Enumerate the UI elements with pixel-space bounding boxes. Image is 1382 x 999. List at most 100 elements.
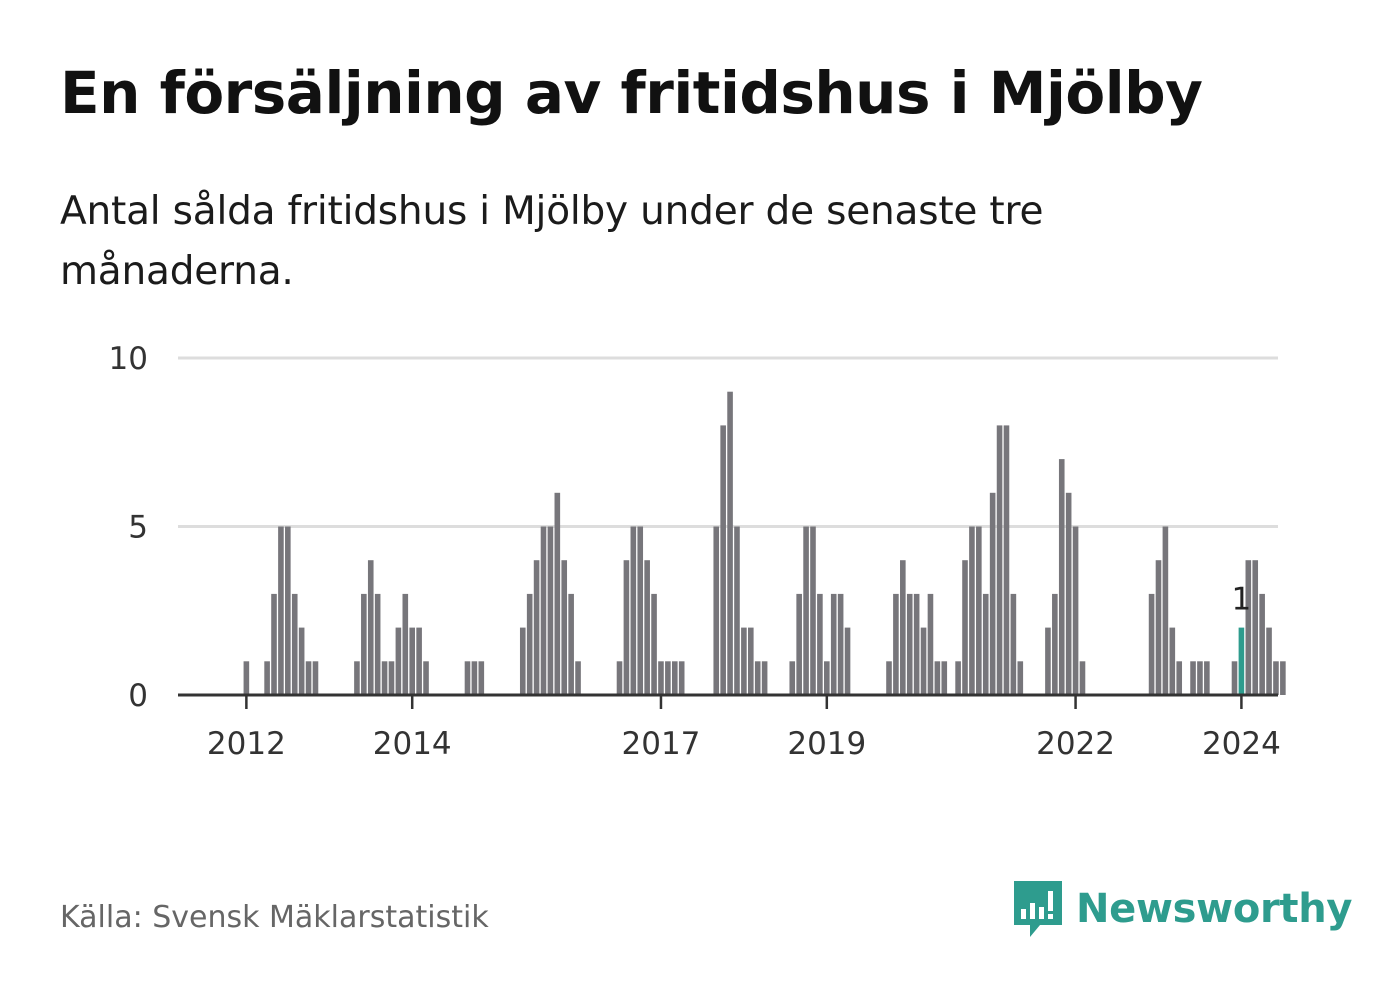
bar (271, 593, 277, 695)
highlight-value-label: 1 (1232, 582, 1252, 618)
logo-text: Newsworthy (1076, 886, 1353, 932)
bar (678, 661, 685, 695)
bar (982, 593, 989, 695)
bar (837, 593, 844, 695)
y-tick-label: 10 (109, 341, 148, 377)
x-tick-label: 2017 (622, 726, 701, 762)
bar (416, 627, 422, 695)
bar (1079, 661, 1086, 695)
bar (1176, 661, 1183, 695)
bar (1072, 526, 1079, 695)
x-tick-label: 2024 (1202, 726, 1281, 762)
bar (796, 593, 802, 695)
bar (471, 661, 478, 695)
bar-chart-speech-bubble-icon (1014, 881, 1062, 937)
bar (1065, 492, 1072, 695)
bar (568, 593, 574, 695)
bar (927, 593, 934, 695)
bar (361, 593, 367, 695)
bar (305, 661, 312, 695)
bar (900, 560, 906, 695)
bar (1259, 593, 1265, 695)
bar (934, 661, 941, 695)
bar (713, 526, 720, 695)
bar (748, 627, 754, 695)
bar (374, 593, 381, 695)
bar (554, 492, 561, 695)
x-tick-label: 2022 (1036, 726, 1115, 762)
bar (291, 593, 298, 695)
bar (734, 526, 740, 695)
bar (817, 593, 823, 695)
bar (285, 526, 291, 695)
bar (264, 661, 270, 695)
bar (526, 593, 533, 695)
bar (810, 526, 816, 695)
x-tick-label: 2012 (207, 726, 286, 762)
bar (644, 560, 650, 695)
bar (1148, 593, 1155, 695)
bar (665, 661, 671, 695)
bar (1052, 593, 1058, 695)
bar (941, 661, 948, 695)
newsworthy-logo: Newsworthy (1010, 879, 1353, 939)
bar (637, 526, 644, 695)
bar (761, 661, 768, 695)
bar (409, 627, 416, 695)
bar (651, 593, 657, 695)
bar (989, 492, 996, 695)
bar (575, 661, 581, 695)
bar (547, 526, 554, 695)
bar (1280, 661, 1286, 695)
bar (955, 661, 961, 695)
bar (243, 661, 250, 695)
bar (395, 627, 402, 695)
bar (830, 593, 837, 695)
bar (381, 661, 388, 695)
bar (630, 526, 637, 695)
bar (906, 593, 913, 695)
bar (402, 593, 409, 695)
bar (1252, 560, 1259, 695)
bar (1204, 661, 1210, 695)
bar (913, 593, 920, 695)
bar (1245, 560, 1252, 695)
bar (540, 526, 547, 695)
bar (754, 661, 761, 695)
bar (1273, 661, 1279, 695)
bar (1231, 661, 1238, 695)
bar (976, 526, 982, 695)
bar (312, 661, 319, 695)
bar (886, 661, 892, 695)
bar (423, 661, 429, 695)
bar (1266, 627, 1272, 695)
highlight-bar (1238, 627, 1245, 695)
bar (803, 526, 809, 695)
bar (388, 661, 395, 695)
bar (996, 425, 1003, 695)
y-tick-label: 0 (128, 678, 148, 714)
bar (920, 627, 927, 695)
bar (1003, 425, 1010, 695)
x-tick-label: 2019 (787, 726, 866, 762)
data-labels: 1 (1232, 582, 1252, 618)
bar (478, 661, 485, 695)
bar (741, 627, 747, 695)
bar (720, 425, 726, 695)
bar (623, 560, 630, 695)
bar (354, 661, 360, 695)
bar (1169, 627, 1176, 695)
bar (367, 560, 374, 695)
bar (1017, 661, 1024, 695)
bar (727, 391, 733, 695)
bar (519, 627, 526, 695)
bar (1162, 526, 1169, 695)
page-title: En försäljning av fritidshus i Mjölby (60, 59, 1203, 127)
bar (464, 661, 471, 695)
y-tick-label: 5 (128, 510, 148, 546)
bar (1045, 627, 1051, 695)
bar (671, 661, 678, 695)
bar (969, 526, 975, 695)
bar (658, 661, 664, 695)
